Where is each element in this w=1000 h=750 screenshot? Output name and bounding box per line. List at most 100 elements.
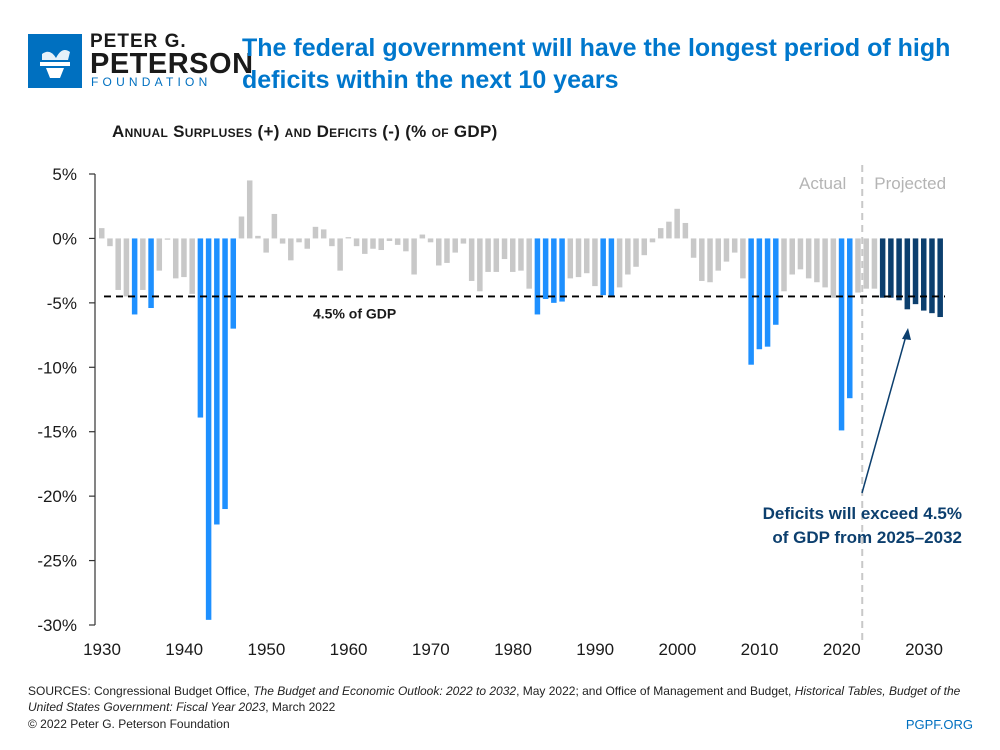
bar-2013 xyxy=(781,238,787,292)
sources-mid: , May 2022; and Office of Management and… xyxy=(516,684,795,698)
bar-2018 xyxy=(822,238,828,288)
x-tick-label: 2020 xyxy=(823,640,861,659)
bar-1950 xyxy=(263,238,269,253)
bar-1975 xyxy=(468,238,475,281)
bar-1991 xyxy=(600,238,606,296)
bar-1961 xyxy=(353,238,360,247)
bar-1935 xyxy=(140,238,146,290)
bar-1933 xyxy=(123,238,130,297)
bar-1990 xyxy=(592,238,598,287)
bar-2011 xyxy=(764,238,771,347)
bar-1965 xyxy=(386,238,393,242)
actual-label: Actual xyxy=(799,174,846,193)
bar-2000 xyxy=(674,208,680,239)
bar-1988 xyxy=(575,238,582,278)
bar-1946 xyxy=(230,238,237,329)
y-axis: 5% 0% -5% -10% -15% -20% -25% -30% xyxy=(37,165,96,635)
bar-1976 xyxy=(477,238,483,292)
bar-1957 xyxy=(320,229,327,239)
bar-1936 xyxy=(148,238,154,309)
bar-1964 xyxy=(378,238,384,251)
x-tick-label: 2010 xyxy=(741,640,779,659)
bar-2012 xyxy=(773,238,779,325)
bar-2030 xyxy=(921,238,927,311)
bar-2014 xyxy=(789,238,795,275)
bar-2027 xyxy=(896,238,902,301)
bar-2016 xyxy=(805,238,812,279)
x-tick-label: 1990 xyxy=(576,640,614,659)
bar-1943 xyxy=(205,238,212,620)
bar-1947 xyxy=(238,216,245,239)
bar-1977 xyxy=(485,238,491,272)
bar-1939 xyxy=(172,238,179,279)
bar-1955 xyxy=(304,238,310,249)
bar-1938 xyxy=(164,238,171,240)
x-axis: 1930 1940 1950 1960 1970 1980 1990 2000 2010 2020… xyxy=(83,640,943,659)
bar-2003 xyxy=(699,238,705,281)
reference-line-label: 4.5% of GDP xyxy=(313,305,396,321)
bar-2001 xyxy=(682,222,689,239)
bar-1984 xyxy=(542,238,549,299)
bar-2006 xyxy=(723,238,730,262)
bar-2009 xyxy=(748,238,754,365)
bar-2031 xyxy=(929,238,935,314)
bar-2025 xyxy=(879,238,886,298)
bar-1985 xyxy=(551,238,557,303)
bar-1978 xyxy=(493,238,500,272)
bar-1956 xyxy=(312,226,319,239)
sources-title2: Historical Tables, Budget of the United … xyxy=(28,684,961,714)
x-tick-label: 1970 xyxy=(412,640,450,659)
bar-1953 xyxy=(288,238,294,261)
org-name-line3: FOUNDATION xyxy=(91,75,212,89)
bar-2028 xyxy=(904,238,911,310)
bar-1995 xyxy=(633,238,639,267)
bar-1982 xyxy=(526,238,532,289)
bar-1960 xyxy=(345,237,352,239)
bar-1934 xyxy=(131,238,138,315)
bar-1986 xyxy=(559,238,565,302)
page-title: The federal government will have the lon… xyxy=(242,34,951,94)
bar-2008 xyxy=(740,238,746,279)
bar-1971 xyxy=(436,238,442,266)
bar-1969 xyxy=(419,234,426,239)
bar-1999 xyxy=(666,221,672,239)
bar-1993 xyxy=(616,238,623,288)
website-link[interactable]: PGPF.ORG xyxy=(905,717,973,732)
bar-1994 xyxy=(625,238,631,275)
chart-title: Annual Surpluses (+) and Deficits (-) (%… xyxy=(112,122,498,141)
y-tick-label: -30% xyxy=(37,616,77,635)
bar-1959 xyxy=(337,238,343,271)
bar-1941 xyxy=(189,238,195,294)
sources-note: SOURCES: Congressional Budget Office, Th… xyxy=(28,683,978,715)
bar-1962 xyxy=(362,238,368,254)
bar-1948 xyxy=(246,180,253,239)
annotation-arrow-line xyxy=(861,333,908,494)
bar-2024 xyxy=(871,238,878,289)
bar-1932 xyxy=(115,238,121,290)
overlay-group: Actual Projected 4.5% of GDP Deficits will … xyxy=(104,165,962,640)
bar-2004 xyxy=(707,238,713,283)
bars-group xyxy=(99,180,943,620)
bar-2020 xyxy=(838,238,845,431)
bar-1998 xyxy=(657,228,664,239)
y-tick-label: -25% xyxy=(37,552,77,571)
bar-1996 xyxy=(641,238,648,256)
bar-1983 xyxy=(534,238,541,315)
bar-1967 xyxy=(403,238,409,252)
bar-2005 xyxy=(715,238,721,271)
bar-1954 xyxy=(296,238,302,243)
y-tick-label: 5% xyxy=(52,165,77,184)
bar-1940 xyxy=(181,238,187,278)
bar-2029 xyxy=(912,238,919,305)
bar-1951 xyxy=(271,213,278,239)
bar-1952 xyxy=(279,238,286,244)
bar-1937 xyxy=(156,238,163,271)
x-tick-label: 1960 xyxy=(330,640,368,659)
y-tick-label: 0% xyxy=(52,229,77,248)
y-tick-label: -20% xyxy=(37,487,77,506)
x-tick-label: 2000 xyxy=(658,640,696,659)
bar-1931 xyxy=(107,238,113,247)
y-tick-label: -15% xyxy=(37,423,77,442)
x-tick-label: 1950 xyxy=(247,640,285,659)
bar-1944 xyxy=(214,238,220,525)
